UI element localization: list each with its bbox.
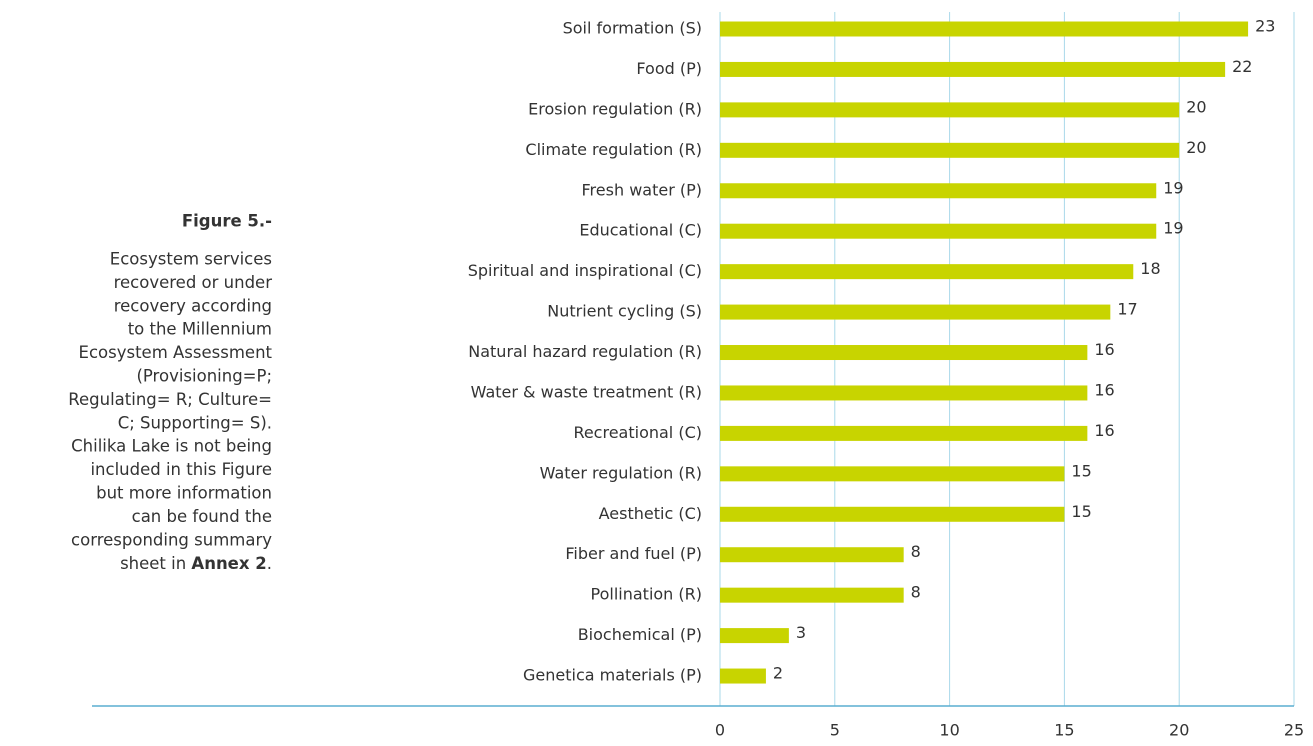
y-tick-label: Soil formation (S) bbox=[563, 19, 702, 38]
y-tick-label: Biochemical (P) bbox=[578, 625, 702, 644]
value-label: 16 bbox=[1094, 421, 1114, 440]
caption-line: Ecosystem Assessment bbox=[79, 343, 273, 362]
caption-text: . bbox=[267, 554, 272, 573]
y-tick-label: Water regulation (R) bbox=[540, 463, 702, 482]
x-tick-label: 20 bbox=[1169, 721, 1189, 740]
figure-label: Figure 5.- bbox=[182, 212, 272, 231]
caption-line: recovery according bbox=[114, 296, 272, 315]
bar bbox=[720, 425, 1088, 441]
caption-line: recovered or under bbox=[114, 273, 273, 292]
y-tick-label: Nutrient cycling (S) bbox=[547, 302, 702, 321]
bar bbox=[720, 264, 1134, 280]
caption-line: but more information bbox=[96, 484, 272, 503]
x-tick-label: 0 bbox=[715, 721, 725, 740]
bar bbox=[720, 183, 1157, 199]
value-label: 2 bbox=[773, 664, 783, 683]
value-label: 18 bbox=[1140, 259, 1160, 278]
bar bbox=[720, 102, 1180, 118]
caption-line: Ecosystem services bbox=[110, 250, 272, 269]
y-tick-label: Natural hazard regulation (R) bbox=[468, 342, 702, 361]
caption-line: included in this Figure bbox=[90, 460, 272, 479]
y-tick-label: Spiritual and inspirational (C) bbox=[468, 261, 702, 280]
y-tick-label: Fiber and fuel (P) bbox=[565, 544, 702, 563]
value-label: 20 bbox=[1186, 138, 1206, 157]
x-tick-label: 15 bbox=[1054, 721, 1074, 740]
bar bbox=[720, 547, 904, 563]
value-label: 19 bbox=[1163, 178, 1183, 197]
bar bbox=[720, 61, 1226, 77]
x-tick-label: 25 bbox=[1284, 721, 1304, 740]
caption-line: Chilika Lake is not being bbox=[71, 437, 272, 456]
bar bbox=[720, 385, 1088, 401]
value-label: 3 bbox=[796, 623, 806, 642]
value-label: 20 bbox=[1186, 97, 1206, 116]
caption-line: Regulating= R; Culture= bbox=[68, 390, 272, 409]
value-label: 17 bbox=[1117, 300, 1137, 319]
bar bbox=[720, 466, 1065, 482]
caption-bold: Annex 2 bbox=[191, 554, 266, 573]
y-tick-label: Water & waste treatment (R) bbox=[471, 382, 702, 401]
value-label: 8 bbox=[911, 583, 921, 602]
y-tick-label: Recreational (C) bbox=[573, 423, 702, 442]
y-tick-label: Aesthetic (C) bbox=[599, 504, 702, 523]
bar bbox=[720, 506, 1065, 522]
caption-line: sheet in Annex 2. bbox=[120, 554, 272, 573]
bar bbox=[720, 345, 1088, 361]
y-tick-label: Climate regulation (R) bbox=[525, 140, 702, 159]
y-tick-label: Erosion regulation (R) bbox=[528, 99, 702, 118]
value-label: 8 bbox=[911, 542, 921, 561]
caption-line: to the Millennium bbox=[128, 320, 272, 339]
caption-line: C; Supporting= S). bbox=[118, 413, 272, 432]
bar bbox=[720, 304, 1111, 320]
value-label: 22 bbox=[1232, 57, 1252, 76]
value-label: 16 bbox=[1094, 340, 1114, 359]
value-label: 15 bbox=[1071, 461, 1091, 480]
caption-text: sheet in bbox=[120, 554, 191, 573]
y-tick-label: Fresh water (P) bbox=[582, 180, 702, 199]
bar bbox=[720, 21, 1249, 37]
caption-line: (Provisioning=P; bbox=[136, 367, 272, 386]
value-label: 23 bbox=[1255, 17, 1275, 36]
value-label: 15 bbox=[1071, 502, 1091, 521]
y-tick-label: Genetica materials (P) bbox=[523, 666, 702, 685]
y-tick-label: Food (P) bbox=[636, 59, 702, 78]
y-tick-label: Pollination (R) bbox=[591, 585, 702, 604]
caption-line: corresponding summary bbox=[71, 530, 272, 549]
bar bbox=[720, 587, 904, 603]
x-tick-label: 5 bbox=[830, 721, 840, 740]
value-label: 19 bbox=[1163, 219, 1183, 238]
bar bbox=[720, 668, 766, 684]
bar bbox=[720, 223, 1157, 239]
x-tick-label: 10 bbox=[939, 721, 959, 740]
value-label: 16 bbox=[1094, 380, 1114, 399]
y-tick-label: Educational (C) bbox=[579, 221, 702, 240]
bar bbox=[720, 142, 1180, 158]
bar bbox=[720, 628, 789, 644]
caption-line: can be found the bbox=[132, 507, 272, 526]
